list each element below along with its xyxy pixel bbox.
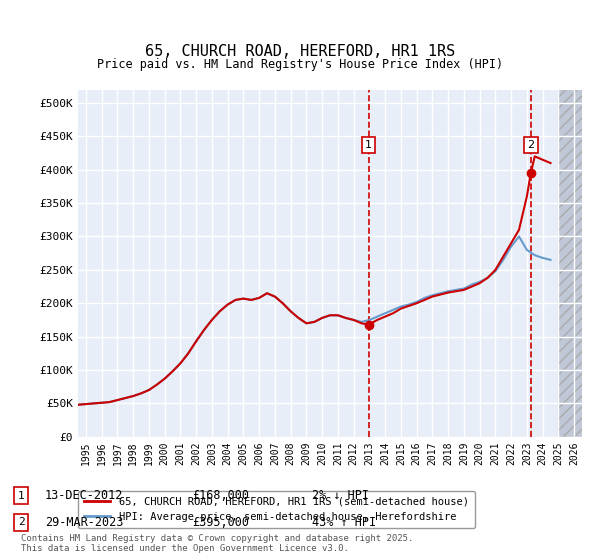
Bar [559, 90, 582, 437]
Text: 1: 1 [365, 140, 372, 150]
Text: 2: 2 [527, 140, 535, 150]
Text: 13-DEC-2012: 13-DEC-2012 [45, 489, 124, 502]
Bar [559, 90, 582, 437]
Text: 43% ↑ HPI: 43% ↑ HPI [312, 516, 376, 529]
Text: Contains HM Land Registry data © Crown copyright and database right 2025.
This d: Contains HM Land Registry data © Crown c… [21, 534, 413, 553]
Text: £168,000: £168,000 [192, 489, 249, 502]
Text: Price paid vs. HM Land Registry's House Price Index (HPI): Price paid vs. HM Land Registry's House … [97, 58, 503, 71]
Text: 2: 2 [17, 517, 25, 528]
Text: 1: 1 [17, 491, 25, 501]
Text: 29-MAR-2023: 29-MAR-2023 [45, 516, 124, 529]
Text: 2% ↓ HPI: 2% ↓ HPI [312, 489, 369, 502]
Text: £395,000: £395,000 [192, 516, 249, 529]
Legend: 65, CHURCH ROAD, HEREFORD, HR1 1RS (semi-detached house), HPI: Average price, se: 65, CHURCH ROAD, HEREFORD, HR1 1RS (semi… [78, 491, 475, 528]
Text: 65, CHURCH ROAD, HEREFORD, HR1 1RS: 65, CHURCH ROAD, HEREFORD, HR1 1RS [145, 44, 455, 59]
